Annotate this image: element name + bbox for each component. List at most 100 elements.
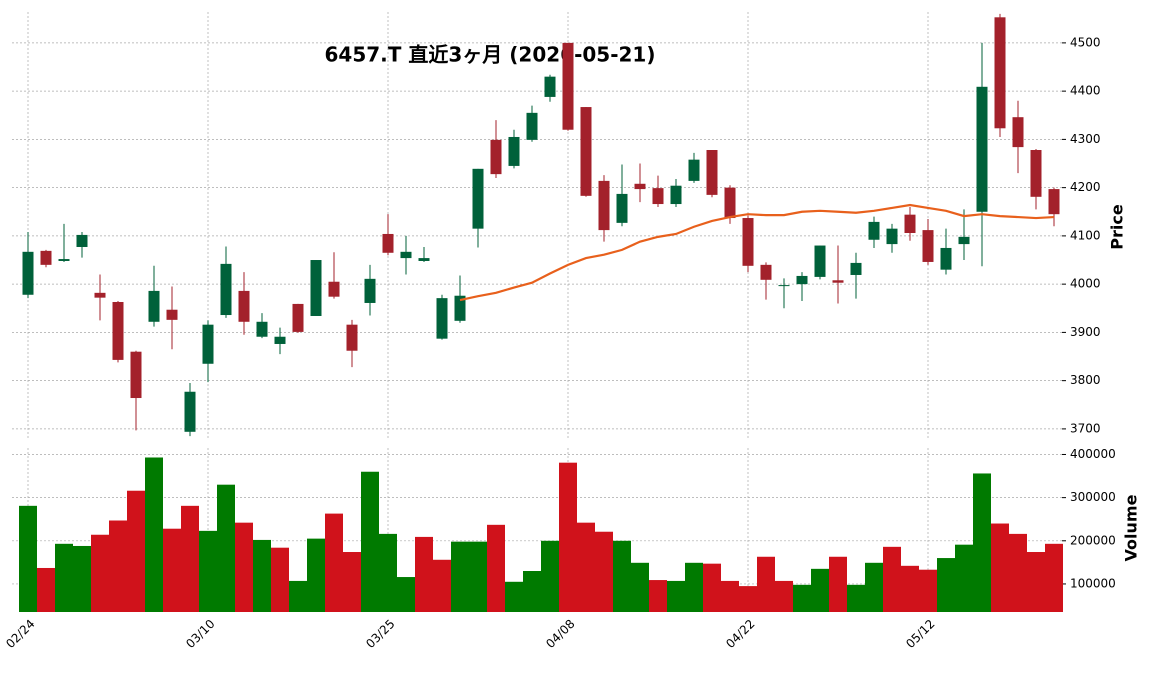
- volume-bar: [757, 556, 775, 612]
- volume-bar: [253, 539, 271, 612]
- x-tick-label: 04/22: [723, 617, 757, 651]
- candle-body: [238, 290, 250, 322]
- candle-body: [562, 42, 574, 130]
- candle-body: [256, 321, 268, 337]
- volume-bar: [379, 533, 397, 612]
- candle-body: [580, 107, 592, 196]
- candle-body: [976, 86, 988, 212]
- volume-bar: [649, 580, 667, 612]
- candle-body: [994, 17, 1006, 129]
- candle-body: [724, 187, 736, 219]
- volume-bar: [811, 568, 829, 612]
- volume-bar: [19, 505, 37, 612]
- candle-body: [220, 263, 232, 316]
- candle-body: [652, 188, 664, 205]
- candle-body: [616, 193, 628, 223]
- x-tick-label: 03/25: [363, 617, 397, 651]
- candle-body: [76, 234, 88, 247]
- candle-body: [904, 214, 916, 233]
- y-tick-label: 3800: [1070, 373, 1101, 387]
- y2-axis-label: Volume: [1122, 494, 1141, 561]
- candle-body: [292, 303, 304, 332]
- volume-bar: [181, 505, 199, 612]
- volume-bar: [487, 524, 505, 612]
- candle-body: [1012, 117, 1024, 148]
- candle-body: [922, 230, 934, 262]
- candle-body: [436, 298, 448, 339]
- volume-bar: [73, 545, 91, 612]
- y-tick-label: 4500: [1070, 35, 1101, 49]
- y-tick-label: 4200: [1070, 180, 1101, 194]
- candle-body: [454, 295, 466, 321]
- volume-bar: [667, 580, 685, 612]
- x-tick-label: 05/12: [903, 617, 937, 651]
- y-tick-label: 4400: [1070, 84, 1101, 98]
- volume-bar: [433, 559, 451, 612]
- candle-body: [508, 136, 520, 166]
- volume-bar: [631, 562, 649, 612]
- candle-body: [472, 168, 484, 229]
- volume-bar: [163, 528, 181, 612]
- candle-body: [40, 250, 52, 265]
- volume-bar: [91, 534, 109, 612]
- volume-bar: [361, 471, 379, 612]
- volume-bar: [685, 562, 703, 612]
- volume-bar: [235, 522, 253, 612]
- volume-bar: [343, 552, 361, 612]
- candle-body: [688, 159, 700, 181]
- volume-bar: [937, 558, 955, 612]
- volume-bar: [271, 547, 289, 612]
- volume-bar: [37, 567, 55, 612]
- volume-bar: [451, 541, 469, 612]
- volume-bar: [523, 571, 541, 612]
- volume-bar: [55, 543, 73, 612]
- volume-bar: [775, 580, 793, 612]
- volume-bar: [955, 544, 973, 612]
- candle-body: [796, 275, 808, 285]
- y2-tick-label: 200000: [1070, 533, 1116, 547]
- candle-body: [1030, 150, 1042, 197]
- candle-body: [166, 309, 178, 320]
- candle-body: [400, 251, 412, 259]
- volume-bar: [865, 562, 883, 612]
- y2-tick-label: 300000: [1070, 490, 1116, 504]
- candle-body: [94, 292, 106, 298]
- volume-bar: [307, 538, 325, 612]
- candle-body: [526, 112, 538, 140]
- volume-bar: [577, 522, 595, 612]
- volume-bar: [901, 565, 919, 612]
- volume-bar: [325, 513, 343, 612]
- candle-body: [760, 264, 772, 280]
- candle-body: [184, 391, 196, 432]
- candle-body: [670, 185, 682, 205]
- candle-body: [940, 247, 952, 270]
- candle-body: [202, 324, 214, 364]
- volume-bar: [397, 577, 415, 612]
- candle-body: [598, 180, 610, 231]
- volume-bar: [919, 569, 937, 612]
- x-tick-label: 04/08: [543, 617, 577, 651]
- volume-bar: [613, 540, 631, 612]
- candle-body: [706, 150, 718, 195]
- volume-bar: [847, 584, 865, 612]
- candle-body: [634, 183, 646, 190]
- volume-bar: [991, 523, 1009, 612]
- x-tick-label: 03/10: [183, 617, 217, 651]
- volume-bar: [109, 520, 127, 612]
- y-tick-label: 4000: [1070, 277, 1101, 291]
- volume-bar: [721, 580, 739, 612]
- candle-body: [544, 76, 556, 97]
- volume-bar: [973, 473, 991, 612]
- volume-bar: [1009, 533, 1027, 612]
- candle-body: [490, 139, 502, 175]
- chart-title: 6457.T 直近3ヶ月 (2026-05-21): [325, 43, 656, 67]
- volume-bar: [703, 563, 721, 612]
- candle-body: [886, 228, 898, 245]
- volume-bar: [1045, 543, 1063, 612]
- volume-bar: [883, 546, 901, 612]
- candle-body: [832, 280, 844, 283]
- y-axis-label: Price: [1108, 204, 1127, 250]
- candle-body: [958, 236, 970, 245]
- y-tick-label: 4100: [1070, 228, 1101, 242]
